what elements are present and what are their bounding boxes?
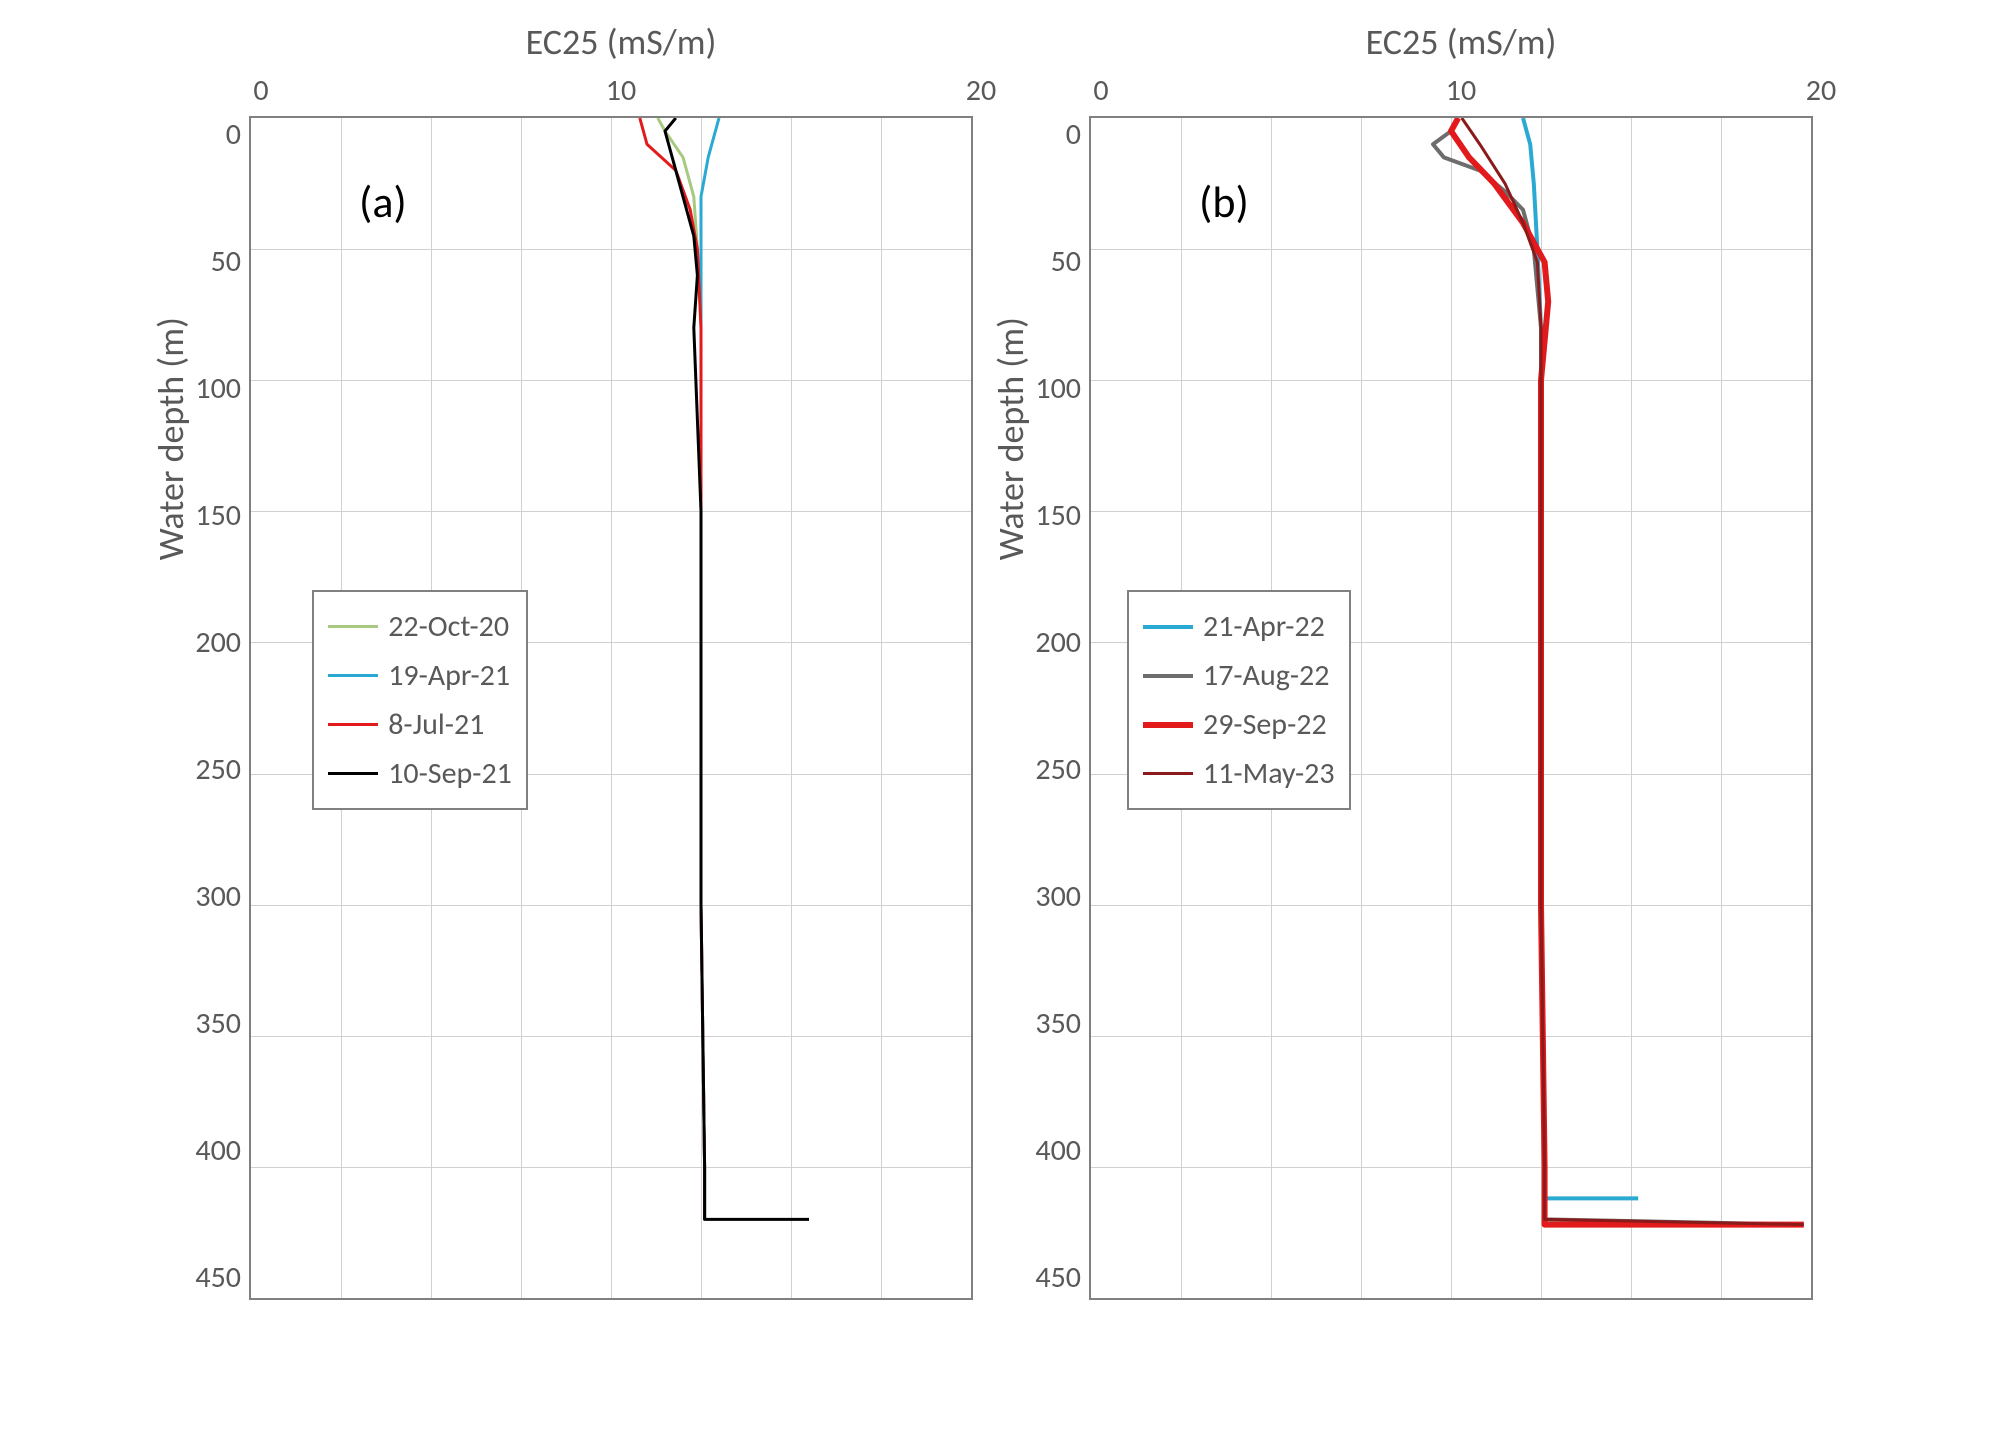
- x-ticks-b: 01020: [1101, 72, 1821, 112]
- plot-area-b: (b) 21-Apr-22 17-Aug-22 29-Sep-22 11-May-23: [1089, 116, 1813, 1300]
- legend-label: 19-Apr-21: [388, 657, 510, 694]
- panel-b: EC25 (mS/m) 01020 Water depth (m) 050100…: [1021, 20, 1821, 1300]
- legend-label: 17-Aug-22: [1203, 657, 1329, 694]
- legend-label: 10-Sep-21: [388, 755, 512, 792]
- panel-a: EC25 (mS/m) 01020 Water depth (m) 050100…: [181, 20, 981, 1300]
- legend-swatch: [1143, 625, 1193, 629]
- legend-swatch: [328, 625, 378, 628]
- y-tick-label: 300: [1035, 878, 1081, 915]
- y-tick-label: 250: [1035, 751, 1081, 788]
- y-tick-label: 200: [195, 624, 241, 661]
- y-tick-label: 450: [1035, 1259, 1081, 1296]
- legend-item: 21-Apr-22: [1143, 602, 1335, 651]
- legend-swatch: [328, 723, 378, 726]
- legend-label: 22-Oct-20: [388, 608, 509, 645]
- x-tick-label: 0: [1093, 72, 1108, 109]
- legend-swatch: [1143, 674, 1193, 678]
- y-tick-label: 0: [226, 116, 241, 153]
- legend-item: 22-Oct-20: [328, 602, 512, 651]
- x-tick-label: 10: [1446, 72, 1476, 109]
- series-line: [1451, 118, 1804, 1225]
- legend-a: 22-Oct-20 19-Apr-21 8-Jul-21 10-Sep-21: [312, 590, 528, 810]
- y-tick-label: 250: [195, 751, 241, 788]
- y-ticks-a: 0 50 100 150 200 250 300 350 400 450: [181, 116, 249, 1296]
- x-axis-title-b: EC25 (mS/m): [1101, 20, 1821, 64]
- legend-swatch: [328, 772, 378, 775]
- legend-item: 11-May-23: [1143, 749, 1335, 798]
- legend-label: 11-May-23: [1203, 755, 1335, 792]
- series-line: [640, 118, 705, 1219]
- y-tick-label: 450: [195, 1259, 241, 1296]
- y-tick-label: 400: [195, 1132, 241, 1169]
- legend-item: 8-Jul-21: [328, 700, 512, 749]
- x-tick-label: 0: [253, 72, 268, 109]
- legend-swatch: [1143, 772, 1193, 775]
- x-tick-label: 10: [606, 72, 636, 109]
- y-tick-label: 350: [195, 1005, 241, 1042]
- series-line: [665, 118, 809, 1219]
- legend-item: 17-Aug-22: [1143, 651, 1335, 700]
- x-tick-label: 20: [1806, 72, 1836, 109]
- y-tick-label: 350: [1035, 1005, 1081, 1042]
- y-tick-label: 100: [195, 370, 241, 407]
- x-axis-title-a: EC25 (mS/m): [261, 20, 981, 64]
- y-tick-label: 150: [195, 497, 241, 534]
- y-tick-label: 200: [1035, 624, 1081, 661]
- legend-label: 21-Apr-22: [1203, 608, 1325, 645]
- legend-item: 29-Sep-22: [1143, 700, 1335, 749]
- panel-label-b: (b): [1199, 175, 1249, 229]
- series-line: [1462, 118, 1804, 1225]
- series-line: [1433, 118, 1804, 1225]
- legend-swatch: [328, 674, 378, 677]
- plot-area-a: (a) 22-Oct-20 19-Apr-21 8-Jul-21 10-Sep-21: [249, 116, 973, 1300]
- legend-label: 29-Sep-22: [1203, 706, 1327, 743]
- y-tick-label: 150: [1035, 497, 1081, 534]
- legend-b: 21-Apr-22 17-Aug-22 29-Sep-22 11-May-23: [1127, 590, 1351, 810]
- y-tick-label: 50: [1051, 243, 1081, 280]
- y-axis-title-a: Water depth (m): [149, 317, 193, 560]
- legend-label: 8-Jul-21: [388, 706, 484, 743]
- x-tick-label: 20: [966, 72, 996, 109]
- y-tick-label: 50: [211, 243, 241, 280]
- y-ticks-b: 0 50 100 150 200 250 300 350 400 450: [1021, 116, 1089, 1296]
- legend-item: 19-Apr-21: [328, 651, 512, 700]
- y-tick-label: 400: [1035, 1132, 1081, 1169]
- legend-swatch: [1143, 722, 1193, 728]
- y-tick-label: 300: [195, 878, 241, 915]
- panel-label-a: (a): [359, 175, 407, 229]
- figure-container: EC25 (mS/m) 01020 Water depth (m) 050100…: [20, 20, 1982, 1300]
- legend-item: 10-Sep-21: [328, 749, 512, 798]
- y-tick-label: 100: [1035, 370, 1081, 407]
- y-tick-label: 0: [1066, 116, 1081, 153]
- y-axis-title-b: Water depth (m): [989, 317, 1033, 560]
- x-ticks-a: 01020: [261, 72, 981, 112]
